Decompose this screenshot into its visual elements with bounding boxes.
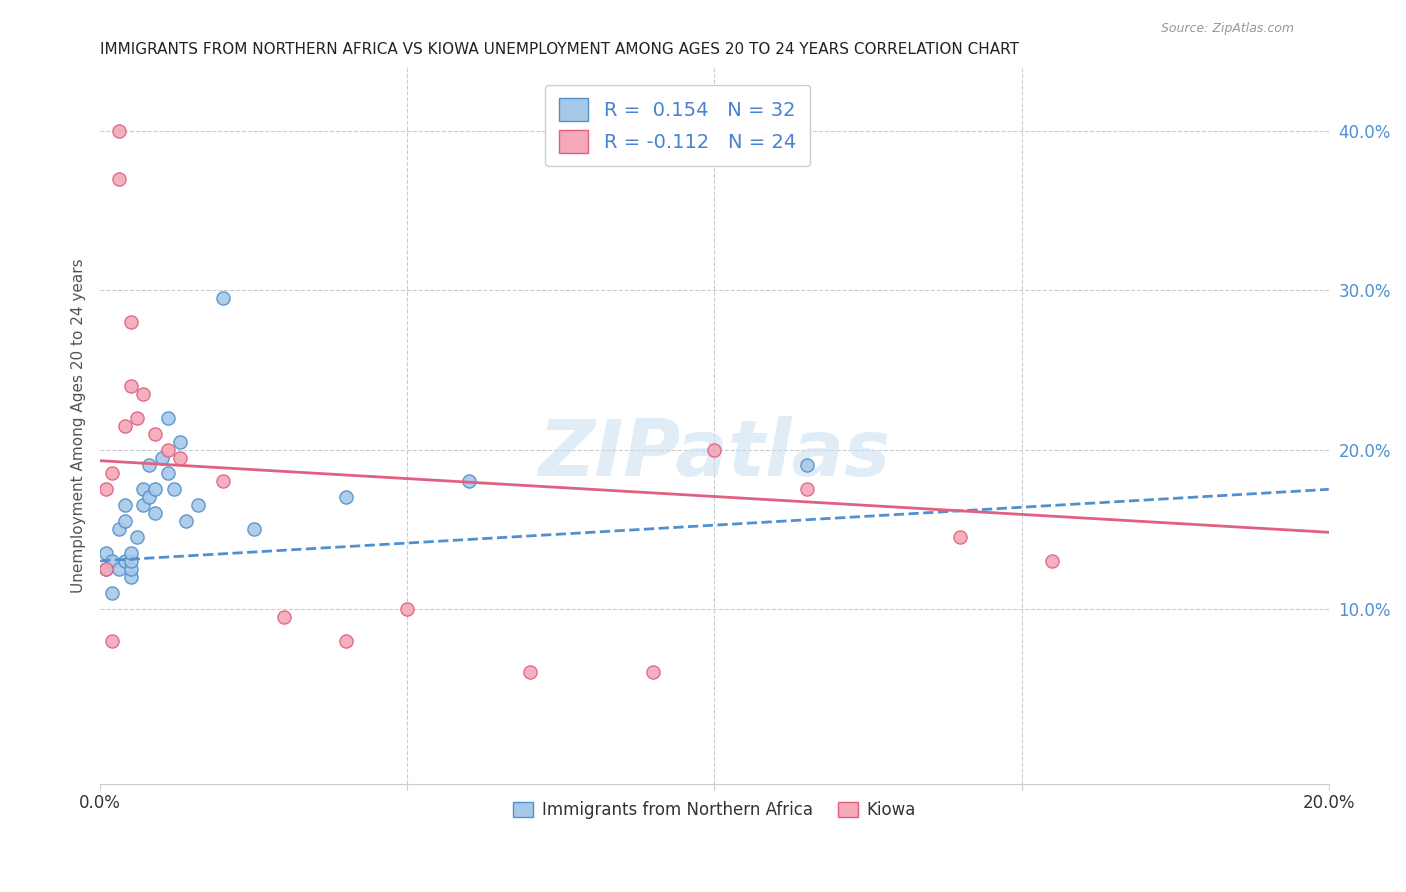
Point xyxy=(101,467,124,481)
Point xyxy=(145,506,167,520)
Point xyxy=(120,562,142,576)
Point xyxy=(96,546,118,560)
Text: ZIPatlas: ZIPatlas xyxy=(538,417,890,492)
Point xyxy=(101,586,124,600)
Point xyxy=(96,562,118,576)
Point xyxy=(107,172,129,186)
Point xyxy=(169,450,191,465)
Point xyxy=(138,458,160,473)
Point xyxy=(125,530,148,544)
Point xyxy=(641,665,664,680)
Point xyxy=(114,554,136,568)
Point xyxy=(145,426,167,441)
Point xyxy=(396,601,419,615)
Point xyxy=(796,483,818,497)
Point xyxy=(163,483,186,497)
Point xyxy=(703,442,725,457)
Point xyxy=(174,514,197,528)
Point xyxy=(457,475,479,489)
Point xyxy=(120,554,142,568)
Point xyxy=(242,522,264,536)
Point xyxy=(187,498,209,512)
Point xyxy=(212,292,235,306)
Point xyxy=(156,442,179,457)
Point xyxy=(107,562,129,576)
Point xyxy=(169,434,191,449)
Point xyxy=(335,633,357,648)
Text: IMMIGRANTS FROM NORTHERN AFRICA VS KIOWA UNEMPLOYMENT AMONG AGES 20 TO 24 YEARS : IMMIGRANTS FROM NORTHERN AFRICA VS KIOWA… xyxy=(100,42,1019,57)
Point xyxy=(101,554,124,568)
Point xyxy=(96,562,118,576)
Point xyxy=(212,475,235,489)
Point xyxy=(796,458,818,473)
Point xyxy=(156,410,179,425)
Point xyxy=(145,483,167,497)
Point xyxy=(96,483,118,497)
Point xyxy=(114,514,136,528)
Point xyxy=(156,467,179,481)
Y-axis label: Unemployment Among Ages 20 to 24 years: Unemployment Among Ages 20 to 24 years xyxy=(72,259,86,593)
Point xyxy=(107,522,129,536)
Point xyxy=(120,379,142,393)
Point xyxy=(132,498,155,512)
Point xyxy=(114,418,136,433)
Point xyxy=(120,570,142,584)
Point xyxy=(120,315,142,329)
Legend: Immigrants from Northern Africa, Kiowa: Immigrants from Northern Africa, Kiowa xyxy=(506,794,922,825)
Point xyxy=(138,491,160,505)
Point xyxy=(335,491,357,505)
Point xyxy=(125,410,148,425)
Point xyxy=(132,483,155,497)
Point xyxy=(132,387,155,401)
Point xyxy=(949,530,972,544)
Point xyxy=(107,124,129,138)
Text: Source: ZipAtlas.com: Source: ZipAtlas.com xyxy=(1160,22,1294,36)
Point xyxy=(1040,554,1063,568)
Point xyxy=(101,633,124,648)
Point xyxy=(114,498,136,512)
Point xyxy=(273,609,295,624)
Point xyxy=(150,450,173,465)
Point xyxy=(120,546,142,560)
Point xyxy=(519,665,541,680)
